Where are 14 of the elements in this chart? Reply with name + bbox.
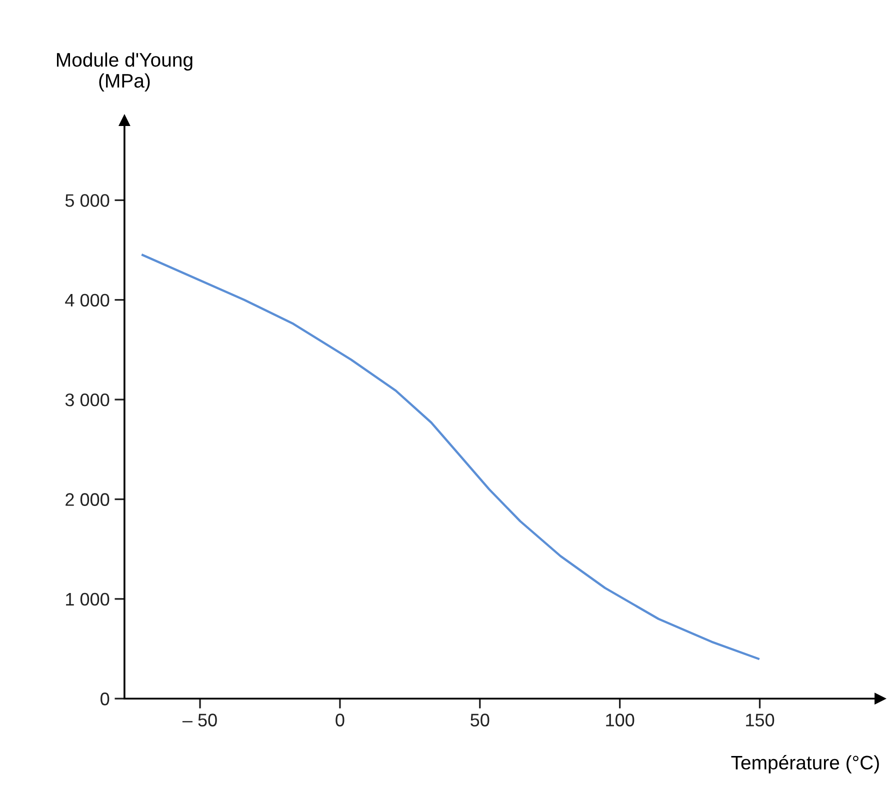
y-tick-label: 3 000: [65, 393, 110, 406]
y-tick-label: 0: [100, 692, 110, 706]
x-axis-title: Température (°C): [731, 755, 879, 774]
y-tick-label: 4 000: [65, 294, 110, 307]
line-series: [142, 254, 760, 660]
x-tick-label: 50: [470, 714, 490, 726]
x-tick-label: 0: [336, 714, 344, 726]
y-tick-label: 1 000: [66, 592, 110, 606]
y-axis-title: Module d'Young (MPa): [56, 52, 192, 92]
x-tick-label: 100: [606, 714, 634, 726]
y-tick-label: 5 000: [65, 194, 110, 207]
y-tick-label: 2 000: [66, 493, 110, 506]
x-tick-label: – 50: [182, 714, 217, 726]
x-tick-label: 150: [746, 714, 774, 726]
